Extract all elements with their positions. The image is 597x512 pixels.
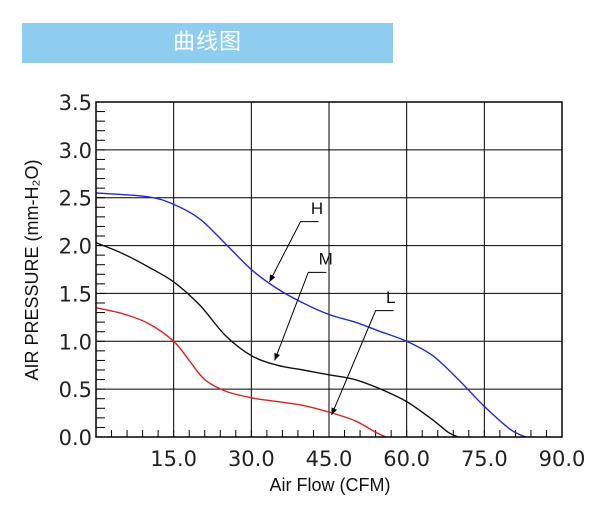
leader-h [269, 221, 319, 283]
curve-label-m: M [319, 250, 333, 269]
label-leaders [269, 221, 394, 416]
y-tick-label: 3.5 [59, 91, 92, 115]
x-tick-label: 90.0 [539, 447, 586, 471]
curve-h [95, 192, 527, 438]
chart-title: 曲线图 [172, 30, 242, 55]
curve-l [95, 307, 387, 438]
curve-label-h: H [311, 199, 323, 218]
x-axis-title: Air Flow (CFM) [270, 475, 391, 495]
plot-frame [95, 101, 563, 438]
leader-arrow-h [269, 274, 276, 282]
curves [95, 192, 527, 438]
leader-arrow-m [274, 352, 280, 361]
x-tick-label: 60.0 [383, 447, 430, 471]
curve-labels: H M L [311, 199, 396, 307]
x-tick-label: 75.0 [461, 447, 508, 471]
x-tick-labels: 15.0 30.0 45.0 60.0 75.0 90.0 [150, 447, 585, 471]
y-tick-label: 2.0 [59, 235, 92, 259]
y-tick-labels: 0.0 0.5 1.0 1.5 2.0 2.5 3.0 3.5 [59, 91, 92, 450]
x-tick-label: 45.0 [306, 447, 353, 471]
x-tick-label: 15.0 [150, 447, 197, 471]
grid-lines [96, 102, 562, 437]
chart-title-banner: 曲线图 [22, 23, 393, 63]
y-axis-title: AIR PRESSURE (mm-H₂O) [22, 160, 42, 381]
curve-m [95, 242, 459, 438]
y-tick-label: 0.5 [59, 378, 92, 402]
y-tick-label: 1.0 [59, 330, 92, 354]
leader-l [331, 310, 394, 416]
leader-arrow-l [331, 407, 338, 415]
y-tick-label: 2.5 [59, 187, 92, 211]
x-tick-label: 30.0 [228, 447, 275, 471]
y-tick-label: 1.5 [59, 282, 92, 306]
minor-ticks [96, 111, 547, 437]
leader-m [274, 271, 327, 361]
y-tick-label: 0.0 [59, 426, 92, 450]
y-tick-label: 3.0 [59, 139, 92, 163]
curve-label-l: L [386, 288, 395, 307]
